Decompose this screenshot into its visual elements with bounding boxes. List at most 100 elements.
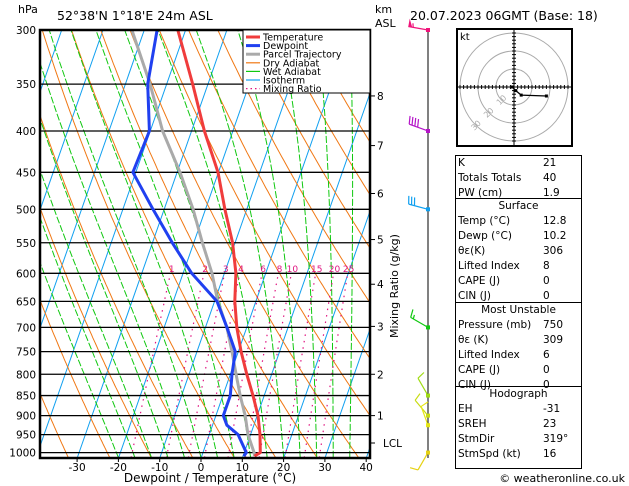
wind-barb-staff: [410, 316, 429, 328]
dry-adiabat-line: [246, 30, 370, 250]
wet-adiabat-line: [237, 30, 301, 458]
sreh-value: 23: [543, 418, 557, 430]
surface-li-value: 8: [543, 260, 550, 272]
tt-label: Totals Totals: [458, 172, 522, 184]
dry-adiabat-line: [40, 113, 194, 458]
eh-label: EH: [458, 403, 473, 415]
wet-adiabat-line: [157, 30, 268, 458]
surface-dewp-value: 10.2: [543, 230, 567, 242]
surface-thetae-value: 306: [543, 245, 564, 257]
wind-barb: [408, 195, 430, 212]
wet-adiabat-line: [40, 61, 185, 458]
dry-adiabat-line: [188, 30, 370, 360]
hodograph-point: [519, 93, 523, 97]
height-tick-label: 6: [377, 189, 384, 201]
wind-barb: [417, 372, 430, 398]
dry-adiabat-line: [41, 30, 235, 458]
pressure-unit: hPa: [18, 3, 38, 16]
wind-barb: [409, 450, 430, 471]
wet-adiabat-line: [349, 30, 354, 458]
pressure-tick-label: 700: [16, 322, 36, 334]
mixing-ratio-label: 4: [238, 265, 244, 275]
wind-barb: [408, 18, 430, 32]
sreh-label: SREH: [458, 418, 487, 430]
wet-adiabat-line: [70, 30, 219, 458]
pw-value: 1.9: [543, 187, 560, 199]
isotherm-line: [241, 91, 370, 458]
surface-title: Surface: [498, 200, 539, 212]
pressure-tick-label: 850: [16, 391, 36, 403]
dry-adiabat-line: [217, 30, 370, 304]
surface-cin-value: 0: [543, 290, 550, 302]
temperature-tick-label: -10: [151, 462, 168, 474]
surface-panel: Surface Temp (°C) 12.8 Dewp (°C) 10.2 θε(K…: [455, 198, 582, 303]
height-tick-label: 7: [377, 141, 384, 153]
mixing-ratio-label: 2: [202, 265, 208, 275]
mixing-ratio-label: 25: [343, 265, 354, 275]
wind-barb-staff: [420, 406, 429, 426]
copyright: © weatheronline.co.uk: [499, 472, 625, 485]
hodograph-unit: kt: [460, 32, 470, 43]
mixing-ratio-label: 6: [260, 265, 266, 275]
mixing-ratio-label: 15: [311, 265, 322, 275]
wet-adiabat-line: [40, 117, 169, 458]
pressure-tick-label: 750: [16, 347, 36, 359]
legend-label: Dry Adiabat: [263, 58, 320, 69]
wind-barb-staff: [409, 123, 429, 132]
height-tick-label: 8: [377, 91, 384, 103]
wind-barb: [410, 309, 430, 330]
wet-adiabat-line: [316, 30, 334, 458]
mixing-ratio-label: 10: [287, 265, 299, 275]
temperature-tick-label: 10: [236, 462, 249, 474]
mixing-ratio-label: 8: [277, 265, 283, 275]
mu-li-value: 6: [543, 349, 550, 361]
isotherm-line: [200, 30, 352, 458]
wind-barb-dot: [426, 413, 430, 418]
surface-thetae-label: θε(K): [458, 245, 486, 257]
pressure-tick-label: 350: [16, 79, 36, 91]
height-tick-label: LCL: [383, 438, 402, 450]
wind-barb: [408, 115, 430, 133]
mu-cin-value: 0: [543, 379, 550, 391]
wind-barb-dot: [426, 325, 430, 330]
surface-cin-label: CIN (J): [458, 290, 491, 302]
dry-adiabat-line: [275, 30, 370, 196]
hodograph-point: [514, 89, 518, 93]
temperature-tick-label: -30: [69, 462, 86, 474]
legend-label: Dewpoint: [263, 41, 308, 52]
mu-pressure-value: 750: [543, 319, 564, 331]
mixing-ratio-axis-label: Mixing Ratio (g/kg): [388, 234, 401, 338]
height-tick-label: 1: [377, 411, 384, 423]
wind-barb-staff: [408, 25, 429, 31]
pressure-tick-label: 500: [16, 204, 36, 216]
legend-label: Wet Adiabat: [263, 67, 321, 78]
temperature-line: [176, 30, 262, 458]
wind-barb-dot: [426, 128, 430, 133]
indices-panel: K 21 Totals Totals 40 PW (cm) 1.9: [455, 155, 582, 199]
wind-barb-feather: [410, 309, 414, 318]
temperature-tick-label: -20: [110, 462, 127, 474]
mu-title: Most Unstable: [481, 304, 556, 316]
height-tick-label: 3: [377, 321, 384, 333]
wind-barb-feather: [411, 116, 414, 126]
wet-adiabat-line: [95, 30, 235, 458]
most-unstable-panel: Most Unstable Pressure (mb) 750 θε (K) 309…: [455, 302, 582, 391]
wind-barb-dot: [426, 423, 430, 428]
wind-barb-staff: [417, 452, 429, 471]
wet-adiabat-line: [40, 168, 152, 458]
location-title: 52°38'N 1°18'E 24m ASL: [57, 8, 213, 23]
stmdir-label: StmDir: [458, 433, 495, 445]
wet-adiabat-line: [40, 261, 119, 458]
mu-thetae-label: θε (K): [458, 334, 489, 346]
wet-adiabat-line: [195, 30, 285, 458]
mixing-ratio-label: 3: [223, 265, 229, 275]
wind-barb-half-feather: [412, 314, 415, 320]
wind-barb-dot: [426, 207, 430, 212]
mixing-ratio-line: [130, 273, 171, 458]
k-label: K: [458, 157, 465, 169]
mu-cin-label: CIN (J): [458, 379, 491, 391]
pw-label: PW (cm): [458, 187, 503, 199]
wind-barb-dot: [426, 393, 430, 398]
wind-barb-dot: [426, 450, 430, 455]
